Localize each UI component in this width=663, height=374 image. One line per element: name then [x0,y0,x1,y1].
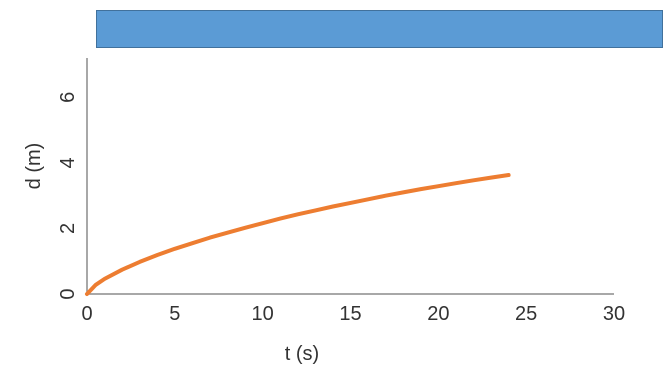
chart-axes [86,58,614,295]
y-tick-label: 4 [57,157,79,168]
tick-labels: 0 5 10 15 20 25 30 0 2 4 6 [57,92,625,325]
top-banner [96,10,663,48]
x-tick-label: 25 [515,303,537,325]
y-tick-label: 2 [57,223,79,234]
series-line [85,173,511,296]
y-tick-label: 6 [57,92,79,103]
x-tick-label: 0 [81,303,92,325]
x-tick-label: 20 [427,303,449,325]
x-tick-label: 15 [339,303,361,325]
chart-series [85,173,511,296]
x-tick-label: 5 [169,303,180,325]
x-tick-label: 30 [603,303,625,325]
y-tick-label: 0 [57,288,79,299]
x-tick-label: 10 [252,303,274,325]
y-axis-label: d (m) [23,143,45,190]
x-axis-label: t (s) [285,343,319,365]
